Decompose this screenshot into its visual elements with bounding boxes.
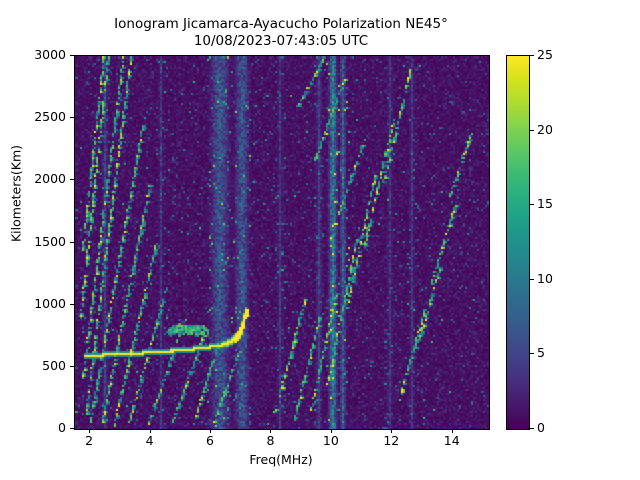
y-tick-label: 3000: [34, 47, 66, 62]
figure-title: Ionogram Jicamarca-Ayacucho Polarization…: [74, 16, 488, 50]
y-tick-mark: [70, 303, 74, 305]
colorbar-tick-label: 20: [537, 121, 553, 137]
x-tick-label: 2: [85, 433, 94, 448]
y-tick-mark: [70, 241, 74, 243]
y-tick-mark: [70, 179, 74, 181]
colorbar: [506, 55, 530, 430]
x-tick-label: 8: [266, 433, 275, 448]
y-tick-label: 500: [42, 357, 66, 373]
colorbar-tick-label: 15: [537, 196, 553, 212]
y-tick-label: 2000: [34, 171, 66, 187]
y-tick-mark: [70, 365, 74, 367]
colorbar-tick-mark: [530, 278, 534, 280]
x-tick-label: 14: [443, 433, 460, 448]
x-tick-label: 4: [145, 433, 154, 448]
x-tick-mark: [330, 429, 332, 433]
colorbar-tick-label: 10: [537, 270, 553, 286]
colorbar-gradient: [507, 56, 529, 429]
x-tick-mark: [391, 429, 393, 433]
y-tick-label: 2500: [34, 109, 66, 125]
y-tick-label: 0: [58, 420, 66, 435]
y-tick-mark: [70, 55, 74, 56]
title-line-2: 10/08/2023-07:43:05 UTC: [193, 33, 369, 49]
x-tick-mark: [270, 429, 272, 433]
x-tick-mark: [89, 429, 91, 433]
x-tick-label: 12: [383, 433, 400, 448]
plot-area: [74, 55, 490, 430]
y-tick-mark: [70, 117, 74, 119]
y-tick-mark: [70, 428, 74, 429]
y-tick-label: 1000: [34, 295, 66, 311]
y-tick-label: 1500: [34, 233, 66, 249]
x-tick-label: 10: [322, 433, 339, 448]
x-tick-label: 6: [206, 433, 214, 448]
x-axis-label: Freq(MHz): [249, 452, 313, 467]
colorbar-tick-mark: [530, 204, 534, 206]
ionogram-heatmap-canvas: [75, 56, 489, 429]
colorbar-tick-label: 0: [537, 420, 545, 435]
x-tick-mark: [209, 429, 211, 433]
x-tick-mark: [451, 429, 453, 433]
colorbar-tick-mark: [530, 55, 534, 56]
colorbar-tick-mark: [530, 353, 534, 355]
title-line-1: Ionogram Jicamarca-Ayacucho Polarization…: [114, 16, 448, 32]
x-tick-mark: [149, 429, 151, 433]
colorbar-tick-mark: [530, 428, 534, 429]
colorbar-tick-label: 25: [537, 47, 553, 62]
colorbar-tick-label: 5: [537, 345, 545, 361]
colorbar-tick-mark: [530, 129, 534, 131]
